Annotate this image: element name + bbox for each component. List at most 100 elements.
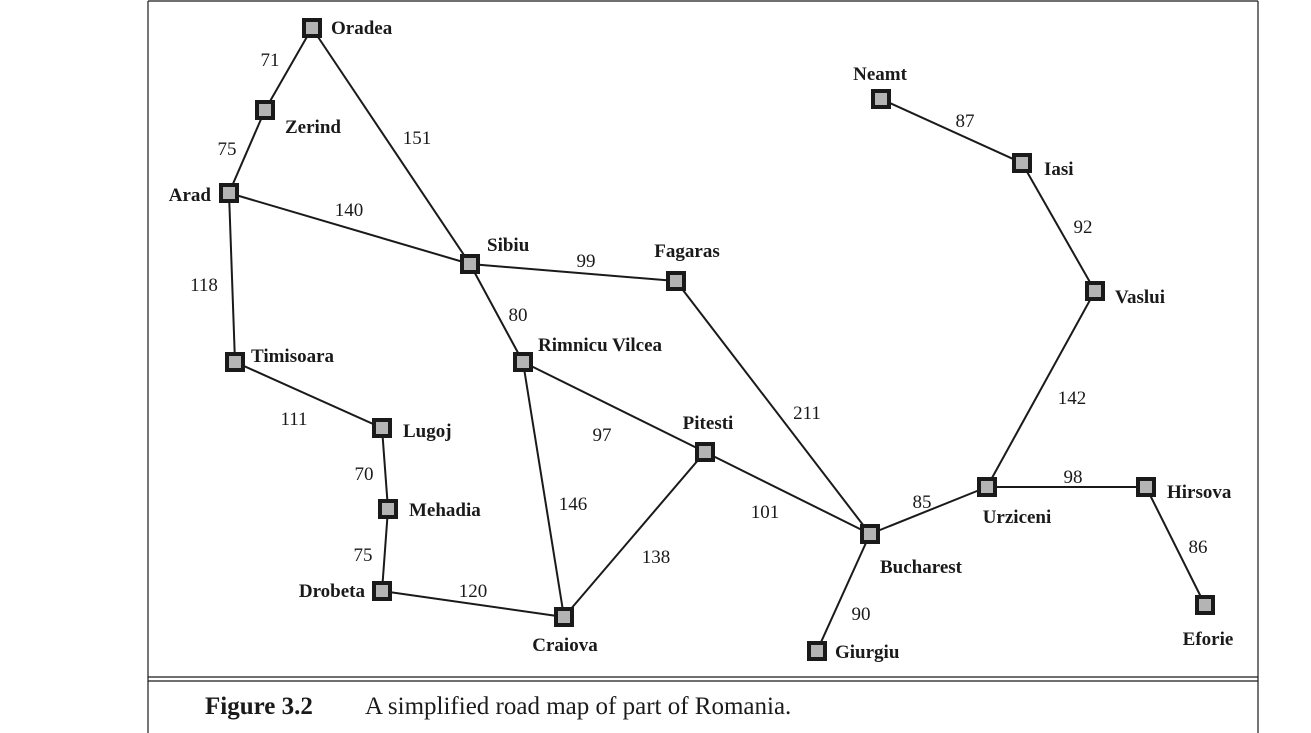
city-node-sibiu: [460, 254, 480, 274]
distance-label-sibiu-fagaras: 99: [577, 251, 596, 272]
city-node-timisoara: [225, 352, 245, 372]
distance-label-arad-timisoara: 118: [190, 275, 218, 296]
city-node-giurgiu: [807, 641, 827, 661]
road-drobeta-craiova: [381, 590, 565, 618]
city-marker-inner: [875, 93, 887, 105]
city-label-eforie: Eforie: [1183, 629, 1234, 650]
city-labels-layer: Oradea Zerind Arad Timisoara Lugoj Mehadia Dro…: [169, 18, 1234, 663]
distance-label-lugoj-mehadia: 70: [355, 464, 374, 485]
distance-label-bucharest-urziceni: 85: [913, 492, 932, 513]
road-mehadia-drobeta: [381, 508, 389, 592]
city-label-timisoara: Timisoara: [251, 346, 335, 367]
distance-label-arad-sibiu: 140: [335, 200, 364, 221]
city-node-iasi: [1012, 153, 1032, 173]
city-marker-inner: [558, 611, 570, 623]
city-marker-inner: [376, 422, 388, 434]
city-marker-inner: [1199, 599, 1211, 611]
city-node-zerind: [255, 100, 275, 120]
city-marker-inner: [670, 275, 682, 287]
city-marker-inner: [382, 503, 394, 515]
city-node-mehadia: [378, 499, 398, 519]
city-node-drobeta: [372, 581, 392, 601]
city-marker-inner: [376, 585, 388, 597]
city-node-hirsova: [1136, 477, 1156, 497]
city-label-drobeta: Drobeta: [299, 581, 366, 602]
city-marker-inner: [464, 258, 476, 270]
roads-layer: [228, 27, 1206, 652]
city-label-neamt: Neamt: [853, 64, 907, 85]
city-marker-inner: [699, 446, 711, 458]
city-marker-inner: [811, 645, 823, 657]
distance-label-hirsova-eforie: 86: [1189, 537, 1208, 558]
road-lugoj-mehadia: [381, 427, 389, 510]
road-hirsova-eforie: [1145, 486, 1206, 606]
cities-layer: [219, 18, 1215, 661]
city-node-eforie: [1195, 595, 1215, 615]
city-label-pitesti: Pitesti: [683, 413, 734, 434]
road-rimnicu-pitesti: [522, 361, 706, 453]
road-bucharest-urziceni: [869, 486, 988, 535]
road-bucharest-giurgiu: [816, 533, 871, 652]
figure-caption: Figure 3.2 A simplified road map of part …: [205, 694, 791, 719]
road-pitesti-bucharest: [704, 451, 871, 535]
city-label-craiova: Craiova: [532, 635, 598, 656]
distance-label-rimnicu-craiova: 146: [559, 494, 588, 515]
city-label-iasi: Iasi: [1044, 159, 1074, 180]
city-node-pitesti: [695, 442, 715, 462]
distance-labels-layer: 71 75 151 140 118 111 70 75 120 99 80 97 146 138 101 21…: [190, 50, 1207, 625]
city-label-rimnicu: Rimnicu Vilcea: [538, 335, 663, 356]
distance-label-oradea-sibiu: 151: [403, 128, 432, 149]
distance-label-bucharest-giurgiu: 90: [852, 604, 871, 625]
city-marker-inner: [1140, 481, 1152, 493]
road-sibiu-rimnicu: [469, 263, 524, 363]
city-marker-inner: [1016, 157, 1028, 169]
city-marker-inner: [1089, 285, 1101, 297]
road-fagaras-bucharest: [675, 280, 871, 535]
distance-label-urziceni-hirsova: 98: [1064, 467, 1083, 488]
city-node-neamt: [871, 89, 891, 109]
road-timisoara-lugoj: [234, 361, 383, 429]
road-oradea-sibiu: [311, 27, 471, 265]
city-node-arad: [219, 183, 239, 203]
city-marker-inner: [223, 187, 235, 199]
road-vaslui-iasi: [1021, 162, 1096, 292]
city-marker-inner: [306, 22, 318, 34]
city-label-oradea: Oradea: [331, 18, 393, 39]
road-craiova-pitesti: [563, 451, 706, 618]
distance-label-pitesti-bucharest: 101: [751, 502, 780, 523]
city-label-zerind: Zerind: [285, 117, 341, 138]
city-node-oradea: [302, 18, 322, 38]
road-sibiu-fagaras: [469, 263, 677, 282]
road-arad-sibiu: [228, 192, 471, 265]
distance-label-urziceni-vaslui: 142: [1058, 388, 1087, 409]
city-node-vaslui: [1085, 281, 1105, 301]
city-node-fagaras: [666, 271, 686, 291]
city-label-lugoj: Lugoj: [403, 421, 452, 442]
city-label-giurgiu: Giurgiu: [835, 642, 900, 663]
city-label-fagaras: Fagaras: [654, 241, 719, 262]
road-zerind-arad: [228, 109, 266, 194]
distance-label-zerind-arad: 75: [218, 139, 237, 160]
distance-label-mehadia-drobeta: 75: [354, 545, 373, 566]
road-urziceni-vaslui: [986, 290, 1096, 488]
city-label-bucharest: Bucharest: [880, 557, 963, 578]
city-node-bucharest: [860, 524, 880, 544]
figure-caption-text: A simplified road map of part of Romania…: [365, 693, 792, 720]
distance-label-timisoara-lugoj: 111: [280, 409, 307, 430]
city-label-arad: Arad: [169, 185, 212, 206]
road-iasi-neamt: [880, 98, 1023, 164]
city-label-vaslui: Vaslui: [1115, 287, 1165, 308]
city-marker-inner: [864, 528, 876, 540]
distance-label-sibiu-rimnicu: 80: [509, 305, 528, 326]
distance-label-vaslui-iasi: 92: [1074, 217, 1093, 238]
city-node-urziceni: [977, 477, 997, 497]
distance-label-drobeta-craiova: 120: [459, 581, 488, 602]
distance-label-oradea-zerind: 71: [261, 50, 280, 71]
city-marker-inner: [229, 356, 241, 368]
distance-label-fagaras-bucharest: 211: [793, 403, 821, 424]
city-label-urziceni: Urziceni: [983, 507, 1052, 528]
distance-label-iasi-neamt: 87: [956, 111, 975, 132]
city-label-mehadia: Mehadia: [409, 500, 481, 521]
city-label-hirsova: Hirsova: [1167, 482, 1232, 503]
